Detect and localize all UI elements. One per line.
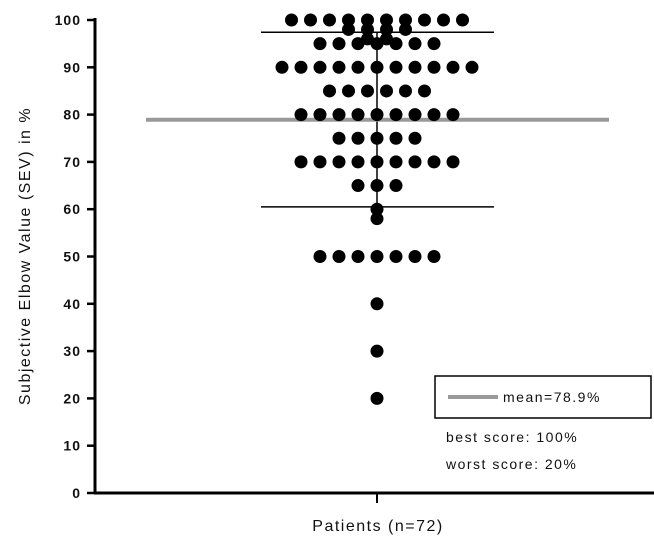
data-point <box>370 212 384 226</box>
data-point <box>389 131 403 145</box>
data-point <box>389 37 403 51</box>
data-point <box>294 155 308 169</box>
data-point <box>389 155 403 169</box>
data-point <box>313 250 327 263</box>
data-point <box>408 250 422 263</box>
y-tick-label-20: 20 <box>63 390 81 406</box>
data-point <box>323 13 336 27</box>
data-point <box>427 108 441 122</box>
y-tick-label-60: 60 <box>63 201 81 217</box>
data-point <box>427 60 441 74</box>
data-point <box>332 108 346 122</box>
data-point <box>313 37 327 51</box>
data-point <box>370 179 384 193</box>
data-point <box>370 344 384 358</box>
legend-mean-label: mean=78.9% <box>503 389 601 405</box>
data-point <box>351 60 365 74</box>
data-point <box>380 13 393 27</box>
data-point <box>408 108 422 122</box>
data-point <box>456 13 469 27</box>
data-point <box>275 60 289 74</box>
data-point <box>351 250 365 263</box>
x-axis-title: Patients (n=72) <box>312 518 443 535</box>
data-point <box>351 131 365 145</box>
data-point <box>370 131 384 145</box>
data-point <box>446 155 460 169</box>
data-point <box>370 391 384 405</box>
data-point <box>361 13 374 27</box>
data-point <box>361 22 374 36</box>
y-ticks: 0 10 20 30 40 50 60 70 80 90 100 <box>55 12 95 501</box>
y-tick-label-40: 40 <box>63 296 81 312</box>
data-point <box>351 179 365 193</box>
data-point <box>370 155 384 169</box>
data-point <box>389 250 403 263</box>
y-tick-label-90: 90 <box>63 59 81 75</box>
data-point <box>408 37 422 51</box>
data-point <box>351 155 365 169</box>
data-point <box>370 60 384 74</box>
data-point <box>332 60 346 74</box>
data-point <box>399 84 412 98</box>
y-tick-label-70: 70 <box>63 154 81 170</box>
data-point <box>351 108 365 122</box>
y-tick-label-80: 80 <box>63 107 81 123</box>
data-point <box>437 13 450 27</box>
data-point <box>332 131 346 145</box>
data-point <box>427 37 441 51</box>
data-point <box>332 250 346 263</box>
data-point <box>370 37 384 51</box>
y-tick-label-30: 30 <box>63 343 81 359</box>
data-point <box>351 37 365 51</box>
data-point <box>342 13 355 27</box>
data-point <box>446 108 460 122</box>
y-axis-title: Subjective Elbow Value (SEV) in % <box>17 107 34 405</box>
data-point <box>418 13 431 27</box>
data-point <box>465 60 479 74</box>
data-point <box>304 13 317 27</box>
data-point <box>313 108 327 122</box>
data-point <box>285 13 298 27</box>
data-point <box>370 202 384 216</box>
data-point <box>389 60 403 74</box>
data-point <box>313 155 327 169</box>
y-tick-label-10: 10 <box>63 438 81 454</box>
data-point <box>418 84 431 98</box>
data-point <box>332 37 346 51</box>
data-point <box>294 60 308 74</box>
data-point <box>370 297 384 311</box>
data-point <box>446 60 460 74</box>
worst-score-annotation: worst score: 20% <box>445 456 577 472</box>
data-point <box>427 155 441 169</box>
data-point <box>427 250 441 263</box>
y-tick-label-50: 50 <box>63 249 81 265</box>
data-point <box>370 250 384 263</box>
data-points <box>275 13 479 405</box>
data-point <box>408 60 422 74</box>
data-point <box>399 13 412 27</box>
data-point <box>342 84 355 98</box>
data-point <box>408 155 422 169</box>
data-point <box>380 84 393 98</box>
data-point <box>380 22 393 36</box>
data-point <box>370 108 384 122</box>
best-score-annotation: best score: 100% <box>446 429 578 445</box>
data-point <box>408 131 422 145</box>
data-point <box>313 60 327 74</box>
data-point <box>342 22 355 36</box>
data-point <box>389 179 403 193</box>
data-point <box>389 108 403 122</box>
y-tick-label-0: 0 <box>72 485 81 501</box>
data-point <box>294 108 308 122</box>
y-tick-label-100: 100 <box>55 12 81 28</box>
data-point <box>323 84 336 98</box>
legend: mean=78.9% <box>434 375 652 419</box>
data-point <box>332 155 346 169</box>
data-point <box>361 84 374 98</box>
data-point <box>399 22 412 36</box>
